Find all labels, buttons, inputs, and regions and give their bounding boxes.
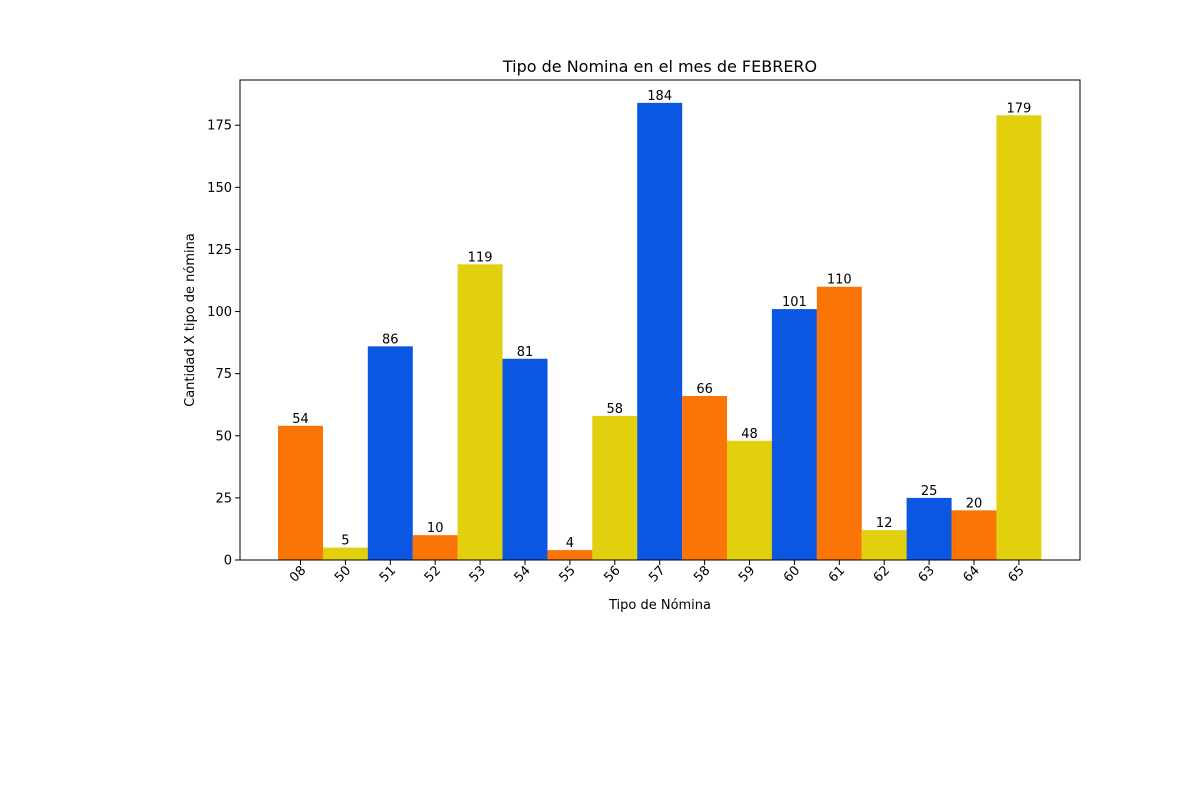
bar-56 — [592, 415, 638, 560]
y-tick-label: 175 — [207, 119, 232, 134]
x-tick-label: 61 — [826, 563, 848, 585]
bar-61 — [816, 286, 862, 560]
bar-62 — [861, 530, 907, 560]
x-tick-label: 63 — [916, 563, 938, 585]
data-label-51: 86 — [382, 332, 399, 347]
bar-57 — [637, 102, 683, 561]
x-tick-label: 50 — [332, 563, 354, 585]
data-label-58: 66 — [696, 382, 713, 397]
data-label-63: 25 — [921, 484, 938, 499]
y-tick-label: 75 — [215, 367, 232, 382]
data-label-64: 20 — [966, 496, 983, 511]
bar-58 — [682, 396, 728, 560]
x-tick-label: 51 — [377, 563, 399, 585]
bar-50 — [322, 547, 368, 560]
y-axis-ticks: 0 25 50 75 100 125 150 175 — [207, 119, 240, 569]
x-tick-label: 52 — [422, 563, 444, 585]
bar-53 — [457, 264, 503, 560]
x-tick-label: 57 — [646, 563, 668, 585]
data-label-55: 4 — [566, 536, 574, 551]
y-tick-label: 125 — [207, 243, 232, 258]
x-axis-ticks: 08 50 51 52 53 54 55 56 57 58 59 60 61 62 63 64 65 — [287, 560, 1028, 586]
chart-title: Tipo de Nomina en el mes de FEBRERO — [502, 57, 817, 76]
x-tick-label: 65 — [1005, 563, 1027, 585]
y-tick-label: 100 — [207, 305, 232, 320]
x-tick-label: 55 — [556, 563, 578, 585]
x-tick-label: 58 — [691, 563, 713, 585]
bar-08 — [278, 425, 323, 560]
x-tick-label: 60 — [781, 563, 803, 585]
data-label-54: 81 — [517, 345, 534, 360]
x-tick-label: 54 — [512, 563, 534, 585]
x-tick-label: 56 — [601, 563, 623, 585]
data-labels-group: 54 5 86 10 119 81 4 58 184 66 48 101 110 12 25 20 179 — [292, 89, 1031, 551]
bar-59 — [727, 440, 772, 560]
data-label-50: 5 — [341, 534, 349, 549]
y-tick-label: 50 — [215, 429, 232, 444]
bar-52 — [412, 535, 458, 560]
x-tick-label: 08 — [287, 563, 309, 585]
data-label-62: 12 — [876, 516, 893, 531]
bar-64 — [951, 510, 997, 560]
data-label-61: 110 — [827, 273, 852, 288]
data-label-59: 48 — [741, 427, 758, 442]
y-axis-label: Cantidad X tipo de nómina — [183, 233, 198, 407]
bar-51 — [367, 346, 413, 560]
y-tick-label: 0 — [224, 554, 232, 569]
x-axis-label: Tipo de Nómina — [608, 598, 711, 613]
y-tick-label: 25 — [215, 491, 232, 506]
data-label-60: 101 — [782, 295, 807, 310]
bar-63 — [906, 497, 952, 560]
bar-54 — [502, 358, 548, 560]
bar-65 — [996, 115, 1042, 560]
x-tick-label: 62 — [871, 563, 893, 585]
y-tick-label: 150 — [207, 181, 232, 196]
bars-group — [278, 102, 1042, 561]
bar-55 — [547, 550, 593, 560]
bar-60 — [771, 309, 817, 560]
data-label-52: 10 — [427, 521, 444, 536]
data-label-08: 54 — [292, 412, 309, 427]
data-label-57: 184 — [647, 89, 672, 104]
x-tick-label: 59 — [736, 563, 758, 585]
x-tick-label: 64 — [961, 563, 983, 585]
data-label-56: 58 — [607, 402, 624, 417]
data-label-65: 179 — [1006, 101, 1031, 116]
data-label-53: 119 — [468, 250, 493, 265]
x-tick-label: 53 — [467, 563, 489, 585]
